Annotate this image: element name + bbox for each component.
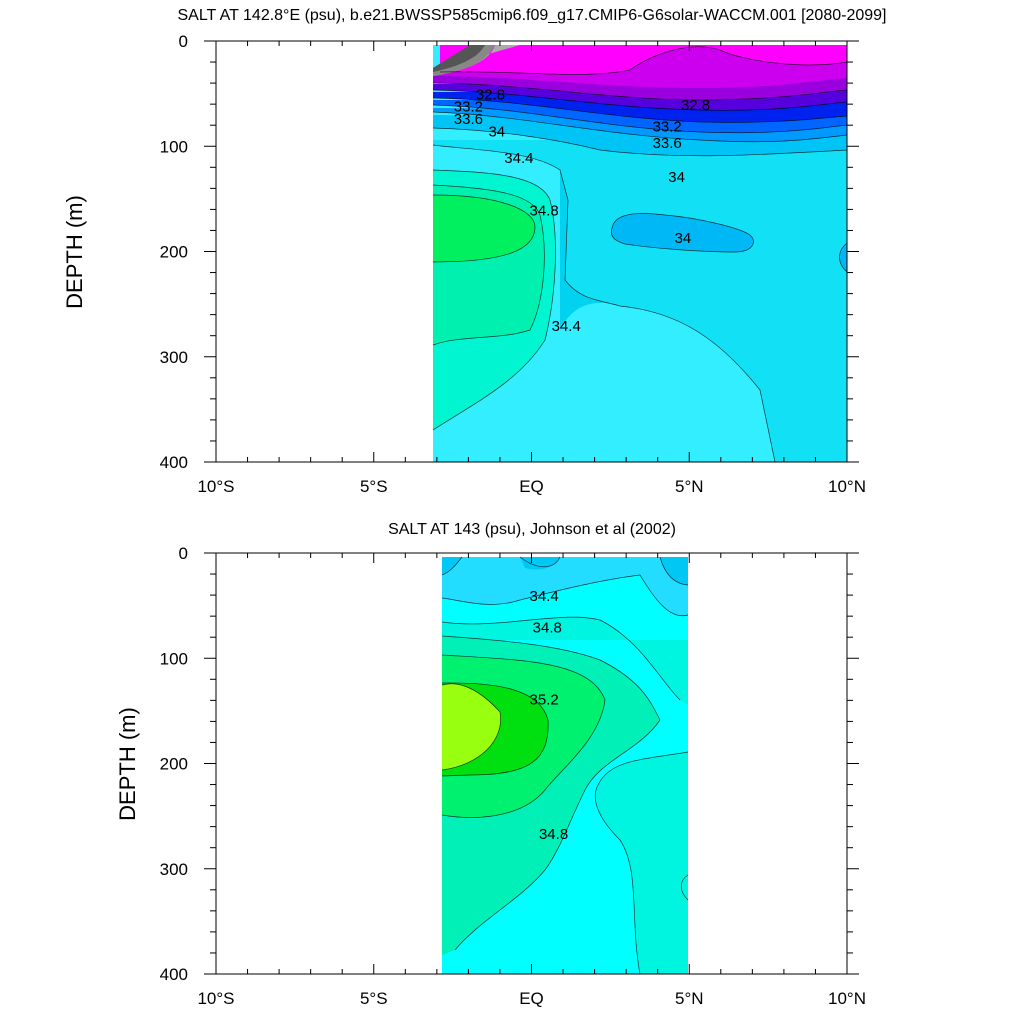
bottom-panel: SALT AT 143 (psu), Johnson et al (2002) [115,521,866,1008]
x-tick-label: 10°N [828,989,866,1008]
contour-label: 32.8 [681,97,710,114]
bottom-y-axis-label: DEPTH (m) [115,707,140,821]
contour-label: 33.2 [454,98,483,115]
x-tick-label: 5°S [360,477,388,496]
bot-blank-right [688,553,847,974]
contour-label: 35.2 [530,691,559,708]
contour-label: 34 [488,124,505,141]
top-fill-whitegap [433,41,847,45]
bottom-contour-fill [216,553,847,974]
bot-fill-surface-blue [442,557,688,616]
y-tick-label: 400 [160,453,188,472]
top-fill-blob [611,213,754,252]
bottom-y-tick-labels: 0 100 200 300 400 [160,544,188,984]
bot-fill-lime [442,683,501,770]
contour-label: 34.4 [530,588,559,605]
top-x-tick-labels: 10°S 5°S EQ 5°N 10°N [197,477,866,496]
top-contour-labels: 32.833.233.63434.434.834.432.833.233.634… [454,87,710,336]
contour-label: 33.6 [454,111,483,128]
top-contour-lines [432,46,847,462]
x-tick-label: 5°N [675,477,704,496]
x-tick-label: 10°N [828,477,866,496]
x-tick-label: EQ [519,989,544,1008]
x-tick-label: EQ [519,477,544,496]
y-tick-label: 300 [160,860,188,879]
y-tick-label: 300 [160,348,188,367]
x-tick-label: 5°N [675,989,704,1008]
top-fill-magenta [440,45,847,75]
contour-label: 34.8 [530,202,559,219]
top-axis-ticks [204,40,859,463]
contour-label: 34.8 [539,826,568,843]
top-y-axis-label: DEPTH (m) [62,195,87,309]
top-panel: SALT AT 142.8°E (psu), b.e21.BWSSP585cmi… [62,7,886,496]
contour-label: 34.4 [552,318,581,335]
x-tick-label: 10°S [197,989,234,1008]
y-tick-label: 200 [160,755,188,774]
top-contour-fill [216,41,847,462]
bottom-x-tick-labels: 10°S 5°S EQ 5°N 10°N [197,989,866,1008]
x-tick-label: 10°S [197,477,234,496]
contour-label: 33.2 [653,118,682,135]
bottom-contour-labels: 34.4 34.8 35.2 34.8 [530,588,569,843]
bottom-contour-lines [441,556,689,974]
bot-fill-surface-corner [660,557,688,585]
top-fill-green [433,195,535,262]
x-tick-label: 5°S [360,989,388,1008]
top-title: SALT AT 142.8°E (psu), b.e21.BWSSP585cmi… [178,7,887,24]
y-tick-label: 100 [160,137,188,156]
bottom-axis-ticks [204,552,859,975]
top-y-tick-labels: 0 100 200 300 400 [160,32,188,472]
top-fill-darkgray [433,45,485,72]
top-blank [216,41,433,462]
contour-label: 34 [668,169,685,186]
y-tick-label: 400 [160,965,188,984]
y-tick-label: 200 [160,243,188,262]
contour-label: 33.6 [653,135,682,152]
contour-label: 34.8 [533,620,562,637]
bot-fill-surface-deep [520,557,560,570]
bot-blank-left [216,553,442,974]
y-tick-label: 0 [179,544,188,563]
bottom-title: SALT AT 143 (psu), Johnson et al (2002) [388,521,676,538]
bot-fill-surface-left [442,557,462,575]
bot-fill-aqua [442,617,688,974]
y-tick-label: 100 [160,649,188,668]
contour-label: 34.4 [504,150,533,167]
y-tick-label: 0 [179,32,188,51]
contour-label: 34 [675,230,692,247]
contour-label: 32.8 [476,87,505,104]
bot-blank-top [442,553,688,557]
